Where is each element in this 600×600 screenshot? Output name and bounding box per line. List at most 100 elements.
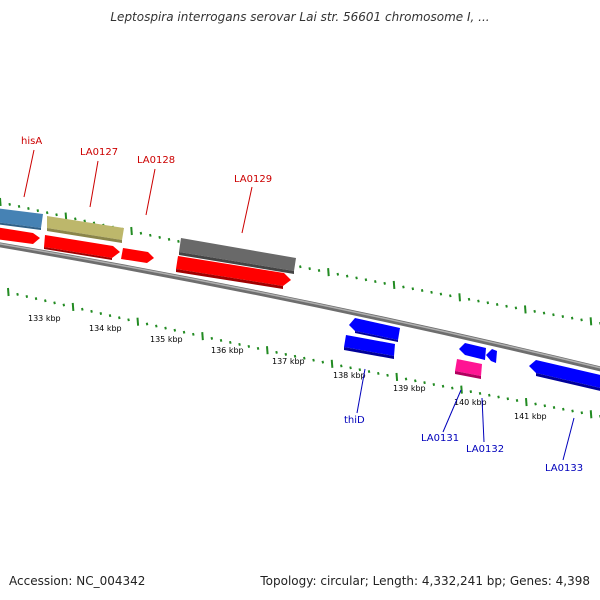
minor-tick — [364, 278, 368, 282]
major-tick — [201, 332, 204, 341]
minor-tick — [358, 368, 362, 372]
tick-track-lower — [7, 287, 600, 419]
gene-LA0131[interactable] — [455, 359, 482, 376]
minor-tick — [284, 352, 288, 356]
minor-tick — [506, 397, 510, 401]
minor-tick — [53, 301, 56, 305]
minor-tick — [256, 346, 260, 350]
gene-label-LA0133[interactable]: LA0133 — [545, 463, 583, 474]
scale-label: 137 kbp — [272, 357, 305, 366]
gene-arrow-red-1[interactable] — [0, 227, 40, 244]
gene-LA0129[interactable] — [179, 238, 296, 271]
forward-features — [0, 208, 296, 289]
minor-tick — [74, 217, 77, 221]
minor-tick — [420, 289, 424, 293]
minor-tick — [580, 411, 584, 415]
minor-tick — [377, 371, 380, 375]
scale-label: 140 kbp — [454, 398, 487, 407]
gene-label-LA0127[interactable]: LA0127 — [80, 147, 118, 158]
gene-LA0131-shade — [455, 371, 481, 379]
accession-text: Accession: NC_004342 — [9, 574, 146, 588]
gene-hisA[interactable] — [0, 208, 43, 228]
minor-tick — [411, 287, 415, 291]
callout-LA0128 — [145, 168, 156, 216]
minor-tick — [336, 272, 340, 276]
minor-tick — [164, 326, 167, 330]
major-tick — [589, 410, 593, 419]
minor-tick — [562, 407, 565, 411]
gene-label-LA0131[interactable]: LA0131 — [421, 433, 459, 444]
scale-label: 134 kbp — [89, 324, 122, 333]
gene-thiD-lower[interactable] — [344, 335, 395, 356]
major-tick — [525, 397, 528, 407]
gene-arrow-red-3[interactable] — [121, 248, 154, 263]
gene-arrow-red-2[interactable] — [44, 235, 120, 258]
reverse-features — [344, 318, 600, 391]
gene-hisA-shade — [0, 222, 41, 230]
minor-tick — [312, 358, 315, 362]
minor-tick — [495, 303, 499, 306]
major-tick — [330, 359, 334, 368]
gene-label-hisA[interactable]: hisA — [21, 136, 42, 147]
minor-tick — [451, 386, 454, 390]
gene-thiD-upper-shade — [355, 331, 398, 342]
minor-tick — [386, 373, 389, 377]
gene-arrow-red-shade — [44, 247, 112, 260]
chromosome-backbone-highlight — [0, 243, 600, 369]
minor-tick — [423, 381, 426, 385]
callout-hisA — [23, 149, 35, 198]
major-tick — [136, 317, 140, 326]
gene-label-thiD[interactable]: thiD — [344, 415, 365, 426]
gene-label-LA0132[interactable]: LA0132 — [466, 444, 504, 455]
minor-tick — [182, 330, 186, 334]
minor-tick — [439, 292, 443, 296]
gene-label-LA0128[interactable]: LA0128 — [137, 155, 175, 166]
minor-tick — [561, 314, 565, 318]
minor-tick — [441, 384, 445, 388]
minor-tick — [317, 269, 321, 272]
scale-label: 139 kbp — [393, 384, 426, 393]
callout-LA0131 — [442, 389, 462, 433]
major-tick — [460, 385, 463, 394]
minor-tick — [238, 342, 241, 346]
minor-tick — [477, 299, 480, 303]
major-tick — [266, 346, 269, 355]
minor-tick — [55, 213, 58, 217]
minor-tick — [488, 393, 491, 397]
gene-LA0133[interactable] — [529, 360, 600, 389]
callout-LA0127 — [89, 160, 99, 208]
gene-thiD-upper[interactable] — [349, 318, 400, 340]
scale-label: 135 kbp — [150, 335, 183, 344]
minor-tick — [543, 404, 547, 408]
gene-LA0132-b[interactable] — [486, 349, 497, 363]
minor-tick — [402, 285, 405, 289]
minor-tick — [349, 366, 352, 370]
major-tick — [130, 226, 133, 236]
minor-tick — [167, 237, 171, 241]
minor-tick — [449, 294, 452, 298]
gene-arrow-red-4[interactable] — [176, 256, 291, 286]
callout-LA0129 — [241, 186, 253, 234]
gene-arrow-red-shade — [176, 269, 283, 289]
gene-label-LA0129[interactable]: LA0129 — [234, 174, 272, 185]
minor-tick — [367, 370, 371, 374]
major-tick — [7, 287, 10, 297]
minor-tick — [17, 204, 21, 208]
minor-tick — [229, 340, 232, 344]
minor-tick — [173, 328, 177, 332]
minor-tick — [552, 406, 556, 410]
minor-tick — [62, 303, 66, 307]
scale-labels: 133 kbp 134 kbp 135 kbp 136 kbp 137 kbp … — [28, 314, 547, 421]
callout-LA0133 — [562, 417, 575, 461]
gene-LA0127[interactable] — [47, 216, 124, 240]
callout-lines — [23, 149, 575, 461]
minor-tick — [515, 399, 519, 403]
minor-tick — [355, 276, 358, 280]
minor-tick — [45, 211, 49, 215]
page-title: Leptospira interrogans serovar Lai str. … — [110, 10, 490, 24]
minor-tick — [177, 239, 180, 243]
gene-LA0132-a[interactable] — [459, 343, 486, 360]
minor-tick — [505, 304, 508, 308]
